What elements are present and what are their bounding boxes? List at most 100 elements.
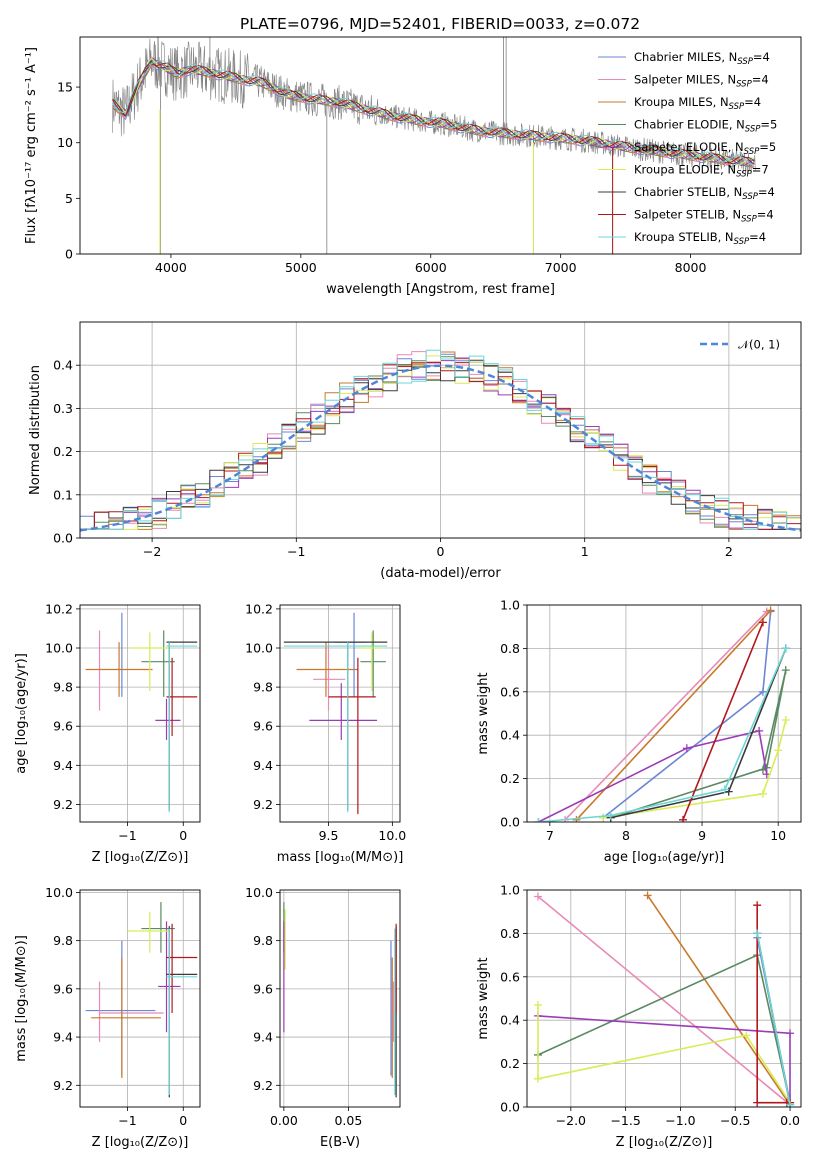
x-axis-label: Z [log₁₀(Z/Z⊙)] xyxy=(92,850,189,865)
histogram-kroupa-stelib xyxy=(80,349,801,530)
x-tick-label: 2 xyxy=(725,544,733,559)
histogram-chabrier-stelib xyxy=(80,359,801,530)
y-tick-label: 0 xyxy=(65,247,73,262)
x-tick-label: 5000 xyxy=(285,260,317,275)
y-tick-label: 9.2 xyxy=(53,797,73,812)
y-tick-label: 10.0 xyxy=(245,885,273,900)
series-line-kroupa-elodie xyxy=(602,719,787,819)
x-tick-label: 0.00 xyxy=(270,1113,298,1128)
y-tick-label: 1.0 xyxy=(500,883,520,898)
panel-residuals: −2 −1 0 1 2 0.0 0.1 0.2 0.3 0.4 𝒩(0, 1) (data-model… xyxy=(28,321,802,581)
series-line-kroupa-stelib xyxy=(756,933,791,1105)
y-tick-label: 9.8 xyxy=(53,680,73,695)
x-tick-label: 10 xyxy=(770,828,786,843)
errorbar-kroupa-miles xyxy=(85,642,153,697)
x-tick-label: 6000 xyxy=(415,260,447,275)
y-tick-label: 10.0 xyxy=(245,641,273,656)
y-tick-label: 9.2 xyxy=(53,1078,73,1093)
series-point-salpeter-stelib xyxy=(758,618,767,627)
y-tick-label: 0.4 xyxy=(500,1013,520,1028)
axes-frame xyxy=(79,36,802,255)
y-tick-label: 0.2 xyxy=(53,444,73,459)
series-line-chabrier-elodie xyxy=(537,953,791,1103)
y-tick-label: 0.8 xyxy=(500,641,520,656)
x-tick-label: 7 xyxy=(546,828,554,843)
y-tick-label: 9.2 xyxy=(253,1078,273,1093)
x-axis-label: Z [log₁₀(Z/Z⊙)] xyxy=(616,1135,713,1150)
axes-frame xyxy=(79,604,201,823)
legend-label-kroupa-elodie: Kroupa ELODIE, NSSP=7 xyxy=(634,163,769,180)
y-tick-label: 0.0 xyxy=(500,1100,520,1115)
series-line-salpeter-stelib xyxy=(682,622,764,821)
series-point-kroupa-stelib xyxy=(606,811,615,820)
model-line-salpeter-stelib xyxy=(112,62,755,165)
legend-label-chabrier-elodie: Chabrier ELODIE, NSSP=5 xyxy=(634,118,777,135)
legend-label-salpeter-elodie: Salpeter ELODIE, NSSP=5 xyxy=(634,140,776,157)
x-tick-label: −1.5 xyxy=(610,1113,640,1128)
plot-area-age_vs_mass xyxy=(283,612,388,815)
panel-weight_vs_age: 7 8 9 10 0.0 0.2 0.4 0.6 0.8 1.0 age [log₁₀(age/yr… xyxy=(476,598,802,865)
legend-label-chabrier-stelib: Chabrier STELIB, NSSP=4 xyxy=(634,185,775,202)
series-point-kroupa-elodie xyxy=(742,1031,751,1040)
y-axis-label: mass weight xyxy=(476,957,491,1039)
errorbar-kroupa-miles xyxy=(91,957,161,1079)
series-point-salpeter-elodie xyxy=(682,744,691,753)
axes-frame xyxy=(526,889,802,1108)
errorbar-chabrier-miles xyxy=(85,940,156,1076)
plot-area-spectrum xyxy=(112,37,756,254)
y-tick-label: 9.6 xyxy=(253,719,273,734)
series-point-kroupa-stelib xyxy=(753,929,762,938)
errorbar-chabrier-elodie xyxy=(360,630,386,697)
series-line-kroupa-stelib xyxy=(538,648,787,822)
y-axis-label: Normed distribution xyxy=(28,365,43,495)
x-tick-label: 1 xyxy=(581,544,589,559)
plot-area-weight_vs_Z xyxy=(533,891,795,1107)
series-point-salpeter-stelib xyxy=(753,901,762,910)
y-tick-label: 0.0 xyxy=(500,815,520,830)
legend-label-salpeter-stelib: Salpeter STELIB, NSSP=4 xyxy=(634,208,774,225)
errorbar-kroupa-elodie xyxy=(127,911,170,953)
x-tick-label: 9 xyxy=(698,828,706,843)
errorbar-kroupa-elodie xyxy=(130,632,170,692)
x-tick-label: −1.0 xyxy=(665,1113,695,1128)
series-line-salpeter-stelib xyxy=(756,905,790,1104)
errorbar-salpeter-elodie xyxy=(155,698,181,740)
series-point-kroupa-elodie xyxy=(599,813,608,822)
series-line-salpeter-elodie xyxy=(537,1015,791,1105)
model-line-kroupa-elodie xyxy=(112,57,755,166)
series-point-salpeter-elodie xyxy=(755,726,764,735)
x-tick-label: −2.0 xyxy=(556,1113,586,1128)
y-tick-label: 0.6 xyxy=(500,969,520,984)
x-axis-label: mass [log₁₀(M/M⊙)] xyxy=(277,850,404,865)
errorbar-kroupa-stelib xyxy=(166,928,198,1095)
y-tick-label: 9.4 xyxy=(53,1030,73,1045)
y-tick-label: 0.3 xyxy=(53,401,73,416)
axes-frame xyxy=(279,604,401,823)
y-axis-label: mass weight xyxy=(476,672,491,754)
y-tick-label: 15 xyxy=(57,80,73,95)
series-point-kroupa-elodie xyxy=(774,746,783,755)
x-tick-label: 7000 xyxy=(545,260,577,275)
figure-title: PLATE=0796, MJD=52401, FIBERID=0033, z=0… xyxy=(240,15,640,33)
x-tick-label: −0.5 xyxy=(720,1113,750,1128)
series-point-kroupa-miles xyxy=(572,815,581,822)
errorbar-chabrier-miles xyxy=(334,612,367,697)
y-axis-label: Flux [fλ10⁻¹⁷ erg cm⁻² s⁻¹ A⁻¹] xyxy=(24,47,39,244)
y-tick-label: 10.2 xyxy=(45,601,73,616)
y-tick-label: 10.0 xyxy=(45,885,73,900)
spectrum-legend: Chabrier MILES, NSSP=4 Salpeter MILES, NS… xyxy=(598,50,777,247)
x-tick-label: 10.0 xyxy=(378,828,406,843)
x-axis-label: age [log₁₀(age/yr)] xyxy=(604,850,725,865)
series-point-salpeter-miles xyxy=(533,892,542,901)
series-point-chabrier-elodie xyxy=(781,666,790,675)
y-tick-label: 9.8 xyxy=(253,933,273,948)
y-tick-label: 9.8 xyxy=(253,680,273,695)
axes-frame xyxy=(79,321,802,539)
errorbar-salpeter-stelib xyxy=(166,657,198,736)
y-tick-label: 0.0 xyxy=(53,531,73,546)
model-line-chabrier-elodie xyxy=(112,59,755,167)
series-point-salpeter-stelib xyxy=(753,1098,762,1107)
y-tick-label: 9.6 xyxy=(253,981,273,996)
series-point-kroupa-stelib xyxy=(534,818,543,822)
